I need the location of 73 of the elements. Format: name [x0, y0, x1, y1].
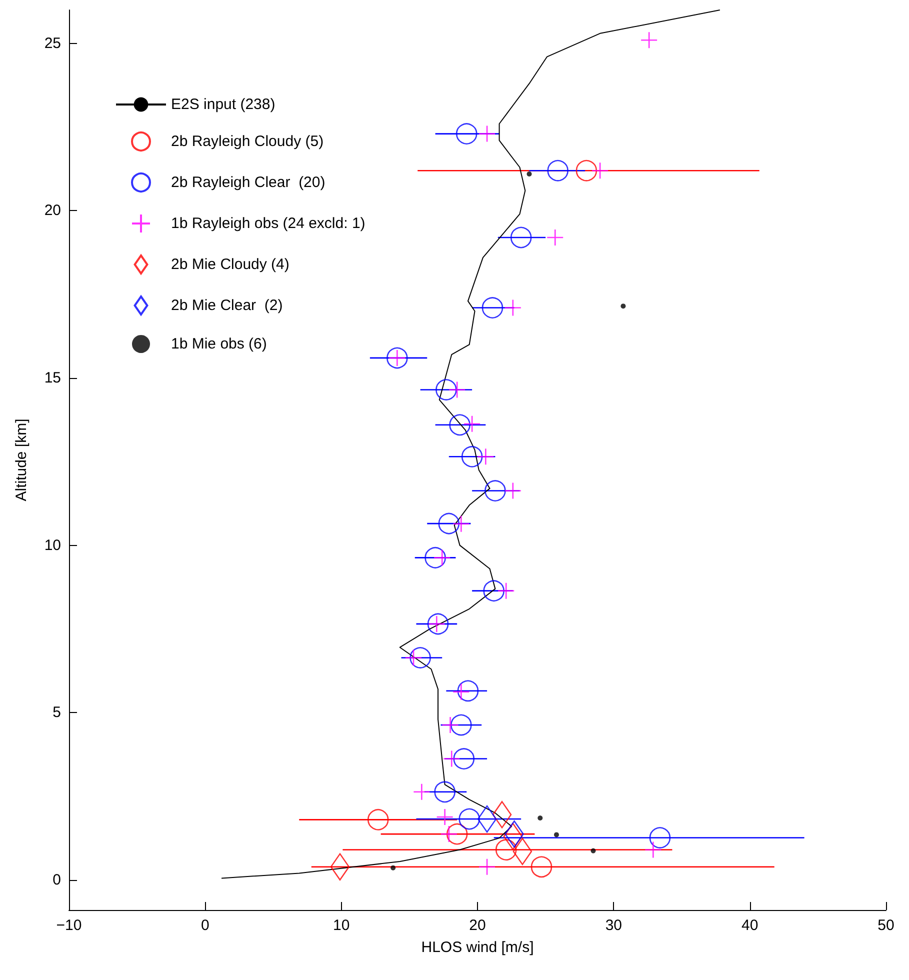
legend-label: 2b Mie Clear (2) — [171, 297, 283, 314]
point — [644, 841, 662, 858]
point — [620, 304, 626, 309]
point — [477, 448, 494, 466]
point — [495, 839, 517, 860]
point — [530, 856, 552, 878]
point — [453, 748, 475, 770]
point — [546, 228, 564, 246]
legend-label: 2b Rayleigh Cloudy (5) — [171, 133, 324, 150]
point — [457, 680, 479, 702]
point — [436, 808, 454, 826]
point — [434, 781, 456, 803]
legend-label: E2S input (238) — [171, 96, 276, 113]
point — [367, 809, 389, 830]
point — [526, 171, 532, 176]
point — [649, 827, 671, 848]
y-tick-label: 10 — [44, 536, 61, 554]
y-tick-label: 5 — [52, 704, 61, 722]
point — [410, 647, 431, 668]
x-tick-label: 30 — [605, 917, 622, 934]
point — [591, 162, 609, 180]
point — [538, 815, 543, 820]
point — [438, 512, 460, 534]
point — [482, 297, 504, 318]
x-tick-label: 0 — [200, 917, 210, 934]
point — [448, 381, 466, 398]
legend-label: 1b Rayleigh obs (24 excld: 1) — [171, 215, 366, 232]
point — [446, 823, 468, 845]
point — [504, 482, 522, 500]
point — [427, 613, 449, 635]
x-tick-label: 20 — [469, 917, 486, 934]
x-axis-title: HLOS wind [m/s] — [421, 939, 534, 956]
point — [554, 832, 559, 838]
x-tick-label: 40 — [741, 917, 758, 934]
x-tick-label: −10 — [56, 917, 82, 934]
point — [463, 415, 481, 433]
y-tick-label: 20 — [44, 202, 61, 220]
legend-label: 2b Mie Cloudy (4) — [171, 256, 290, 273]
point — [413, 783, 430, 801]
point — [477, 805, 497, 833]
point — [484, 480, 506, 502]
y-tick-label: 15 — [44, 370, 61, 387]
point — [442, 716, 459, 734]
point — [483, 580, 504, 602]
y-axis-title: Altitude [km] — [13, 418, 30, 502]
point — [640, 31, 658, 49]
point — [512, 838, 532, 866]
legend-label: 1b Mie obs (6) — [171, 336, 267, 352]
point — [478, 858, 496, 876]
point — [449, 414, 470, 436]
point — [450, 714, 472, 736]
point — [478, 125, 496, 142]
point — [547, 160, 568, 182]
y-tick-label: 0 — [52, 871, 61, 888]
x-tick-label: 50 — [878, 917, 894, 934]
y-tick-label: 25 — [44, 34, 61, 52]
point — [442, 750, 460, 768]
point — [576, 160, 598, 182]
point — [504, 299, 522, 316]
point — [452, 515, 470, 533]
point — [424, 547, 446, 568]
legend-label: 2b Rayleigh Clear (20) — [171, 174, 326, 191]
point — [461, 446, 483, 468]
x-tick-label: 10 — [332, 917, 350, 934]
point — [436, 379, 457, 400]
point — [456, 123, 478, 144]
point — [458, 808, 480, 830]
point — [497, 582, 515, 600]
point — [510, 226, 532, 248]
point — [330, 853, 350, 880]
point — [590, 848, 596, 854]
point — [390, 865, 396, 870]
point — [492, 800, 512, 828]
